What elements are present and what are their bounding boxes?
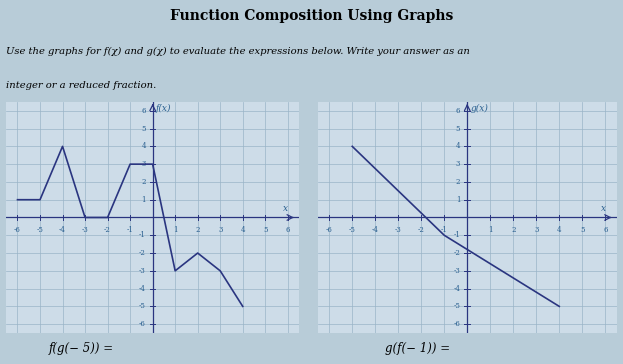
Text: 5: 5 — [456, 124, 460, 132]
Text: -3: -3 — [139, 267, 146, 275]
Text: x: x — [283, 204, 288, 213]
Text: 1: 1 — [488, 226, 493, 234]
Text: -1: -1 — [441, 226, 448, 234]
Text: 2: 2 — [456, 178, 460, 186]
Text: 3: 3 — [534, 226, 538, 234]
Text: -5: -5 — [139, 302, 146, 310]
Text: g(x): g(x) — [471, 104, 488, 113]
Text: -2: -2 — [454, 249, 460, 257]
Text: 4: 4 — [456, 142, 460, 150]
Text: 3: 3 — [218, 226, 222, 234]
Text: -4: -4 — [372, 226, 379, 234]
Text: 3: 3 — [141, 160, 146, 168]
Text: -4: -4 — [454, 285, 460, 293]
Text: f(g(− 5)) =: f(g(− 5)) = — [49, 342, 113, 355]
Text: 4: 4 — [557, 226, 561, 234]
Text: -5: -5 — [454, 302, 460, 310]
Text: -2: -2 — [104, 226, 111, 234]
Text: g(f(− 1)) =: g(f(− 1)) = — [385, 342, 450, 355]
Text: -3: -3 — [454, 267, 460, 275]
Text: 1: 1 — [173, 226, 178, 234]
Text: -3: -3 — [82, 226, 88, 234]
Text: -6: -6 — [454, 320, 460, 328]
Text: -1: -1 — [454, 231, 460, 239]
Text: 1: 1 — [141, 196, 146, 204]
Text: -6: -6 — [326, 226, 333, 234]
Text: 2: 2 — [141, 178, 146, 186]
Text: -6: -6 — [14, 226, 21, 234]
Text: 4: 4 — [141, 142, 146, 150]
Text: -6: -6 — [139, 320, 146, 328]
Text: Function Composition Using Graphs: Function Composition Using Graphs — [170, 9, 453, 23]
Text: -1: -1 — [139, 231, 146, 239]
Text: 6: 6 — [456, 107, 460, 115]
Text: f(x): f(x) — [156, 104, 171, 113]
Text: -2: -2 — [139, 249, 146, 257]
Text: 1: 1 — [456, 196, 460, 204]
Text: 5: 5 — [580, 226, 584, 234]
Text: -5: -5 — [37, 226, 44, 234]
Text: 2: 2 — [511, 226, 515, 234]
Text: -4: -4 — [139, 285, 146, 293]
Text: 6: 6 — [603, 226, 607, 234]
Text: 5: 5 — [141, 124, 146, 132]
Text: -3: -3 — [395, 226, 402, 234]
Text: 2: 2 — [196, 226, 200, 234]
Text: 5: 5 — [263, 226, 267, 234]
Text: x: x — [601, 204, 606, 213]
Text: -4: -4 — [59, 226, 66, 234]
Text: integer or a reduced fraction.: integer or a reduced fraction. — [6, 82, 156, 90]
Text: 4: 4 — [240, 226, 245, 234]
Text: 6: 6 — [285, 226, 290, 234]
Text: -2: -2 — [418, 226, 425, 234]
Text: Use the graphs for f(χ) and g(χ) to evaluate the expressions below. Write your a: Use the graphs for f(χ) and g(χ) to eval… — [6, 47, 470, 56]
Text: -5: -5 — [349, 226, 356, 234]
Text: 3: 3 — [456, 160, 460, 168]
Text: 6: 6 — [141, 107, 146, 115]
Text: -1: -1 — [126, 226, 133, 234]
